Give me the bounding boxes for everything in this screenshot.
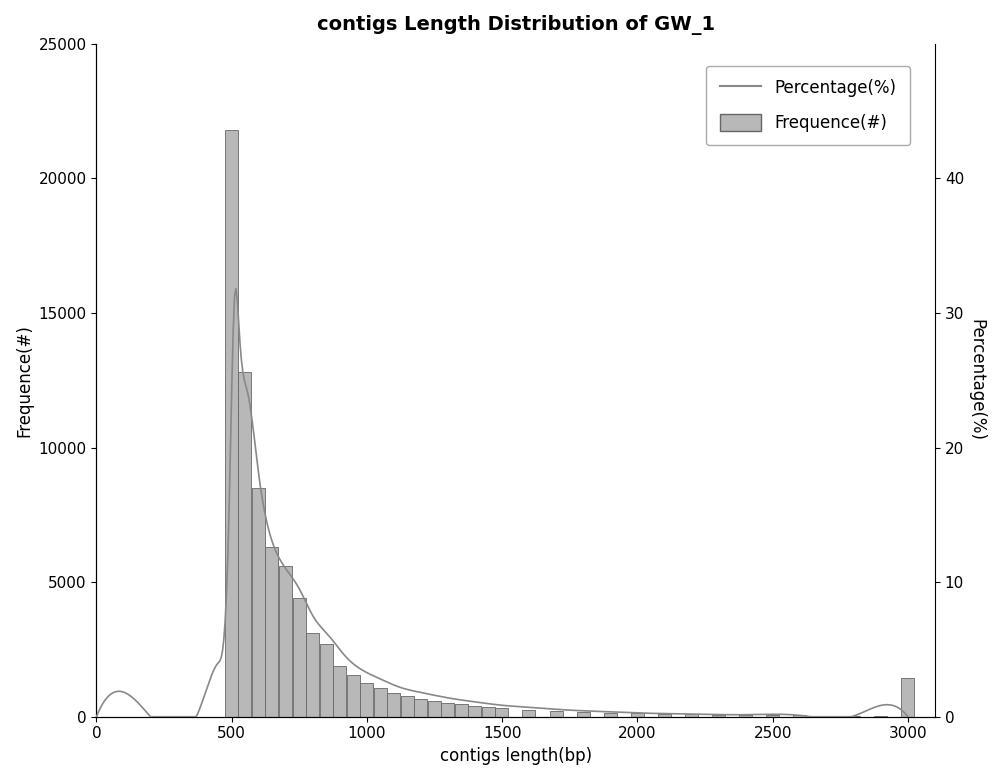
Bar [820,715,833,717]
Title: contigs Length Distribution of GW_1: contigs Length Distribution of GW_1 [317,15,715,35]
Bar [522,710,535,717]
Bar [320,644,333,717]
Bar [482,707,495,717]
Bar [793,715,806,717]
Legend: Percentage(%), Frequence(#): Percentage(%), Frequence(#) [706,66,910,145]
Bar [374,689,387,717]
Bar [685,714,698,717]
Bar [495,708,508,717]
Bar [604,713,617,717]
Bar [414,699,427,717]
Bar [428,701,441,717]
Bar [550,711,563,717]
Bar [658,714,671,717]
Bar [252,488,265,717]
Bar [739,715,752,717]
Bar [401,697,414,717]
Bar [225,130,238,717]
Bar [577,712,590,717]
Bar [455,704,468,717]
Bar [293,598,306,717]
Bar [265,547,278,717]
Bar [847,716,860,717]
Bar [468,706,481,717]
Bar [238,372,251,717]
X-axis label: contigs length(bp): contigs length(bp) [440,747,592,765]
Bar [347,675,360,717]
Bar [874,716,887,717]
Bar [441,703,454,717]
Bar [631,714,644,717]
Bar [333,665,346,717]
Bar [387,693,400,717]
Bar [712,714,725,717]
Bar [360,683,373,717]
Bar [306,633,319,717]
Bar [279,566,292,717]
Y-axis label: Percentage(%): Percentage(%) [967,319,985,441]
Bar [901,678,914,717]
Bar [766,715,779,717]
Y-axis label: Frequence(#): Frequence(#) [15,324,33,437]
